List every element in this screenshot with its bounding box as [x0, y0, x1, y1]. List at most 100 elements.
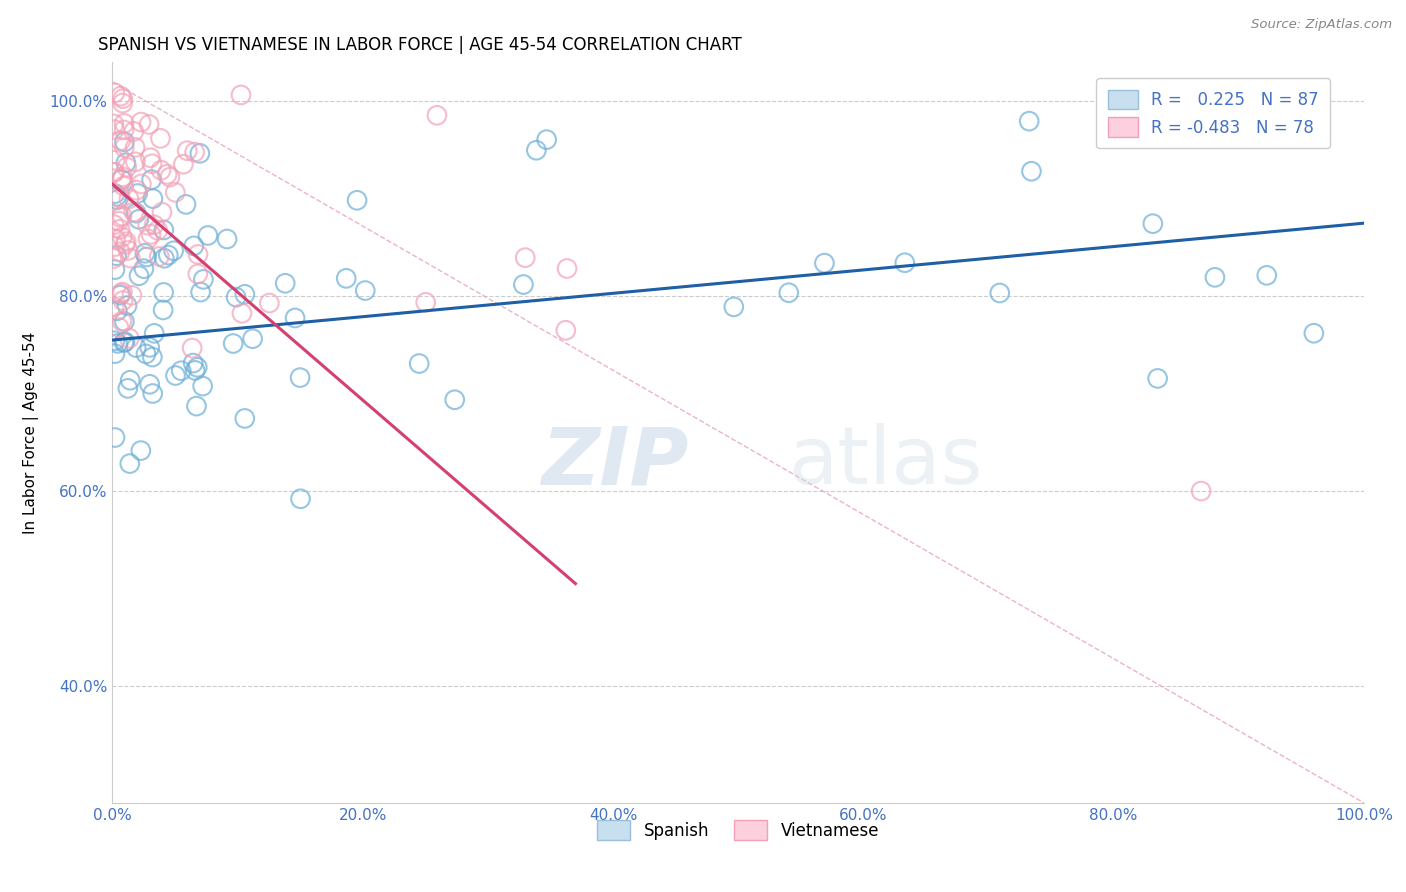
Point — [124, 154, 146, 169]
Point — [1204, 270, 1226, 285]
Point — [354, 284, 377, 298]
Point — [131, 177, 153, 191]
Point — [110, 134, 132, 148]
Point — [115, 155, 138, 169]
Y-axis label: In Labor Force | Age 45-54: In Labor Force | Age 45-54 — [22, 332, 38, 533]
Point — [111, 230, 134, 244]
Point — [165, 186, 187, 200]
Point — [112, 140, 135, 154]
Point — [554, 323, 576, 337]
Point — [112, 314, 135, 328]
Point — [111, 172, 134, 186]
Point — [1256, 268, 1278, 283]
Point — [187, 267, 209, 281]
Point — [120, 251, 142, 265]
Point — [105, 303, 128, 318]
Point — [162, 244, 184, 258]
Point — [138, 340, 160, 354]
Point — [112, 123, 135, 137]
Point — [148, 249, 170, 263]
Point — [1021, 164, 1043, 178]
Point — [127, 186, 149, 201]
Point — [149, 131, 172, 145]
Point — [104, 430, 127, 444]
Point — [103, 165, 125, 179]
Point — [103, 252, 125, 266]
Point — [110, 172, 132, 186]
Point — [426, 108, 449, 122]
Text: Source: ZipAtlas.com: Source: ZipAtlas.com — [1251, 18, 1392, 31]
Point — [115, 235, 138, 249]
Point — [111, 209, 134, 223]
Point — [108, 320, 131, 334]
Point — [125, 341, 148, 355]
Point — [988, 285, 1011, 300]
Point — [159, 170, 181, 185]
Point — [184, 363, 207, 377]
Point — [121, 288, 143, 302]
Point — [112, 179, 135, 194]
Point — [222, 336, 245, 351]
Point — [104, 262, 127, 277]
Point — [143, 326, 166, 341]
Point — [894, 256, 917, 270]
Point — [108, 244, 131, 259]
Point — [143, 218, 166, 232]
Point — [231, 306, 253, 320]
Point — [128, 268, 150, 283]
Point — [288, 370, 311, 384]
Point — [778, 285, 800, 300]
Point — [197, 228, 219, 243]
Point — [415, 295, 437, 310]
Point — [128, 212, 150, 227]
Point — [120, 373, 142, 387]
Point — [114, 237, 136, 252]
Point — [111, 96, 134, 111]
Point — [187, 247, 209, 261]
Point — [515, 251, 537, 265]
Point — [104, 86, 127, 100]
Point — [152, 302, 174, 317]
Point — [186, 360, 208, 375]
Point — [104, 334, 127, 348]
Point — [1146, 371, 1168, 385]
Point — [153, 252, 176, 266]
Point — [242, 332, 264, 346]
Point — [108, 211, 131, 225]
Point — [108, 222, 131, 236]
Point — [150, 163, 173, 178]
Point — [135, 250, 157, 264]
Point — [225, 290, 247, 304]
Point — [118, 331, 141, 345]
Point — [115, 160, 138, 174]
Point — [191, 379, 214, 393]
Point — [157, 248, 180, 262]
Point — [188, 146, 211, 161]
Point — [136, 218, 159, 232]
Point — [115, 299, 138, 313]
Point — [141, 350, 163, 364]
Point — [108, 214, 131, 228]
Point — [107, 336, 129, 351]
Point — [118, 457, 141, 471]
Point — [1302, 326, 1324, 341]
Point — [110, 288, 132, 302]
Point — [174, 197, 197, 211]
Point — [139, 227, 162, 242]
Point — [138, 377, 160, 392]
Text: ZIP: ZIP — [541, 423, 688, 501]
Point — [141, 172, 163, 186]
Point — [183, 145, 205, 160]
Point — [125, 183, 148, 197]
Point — [129, 443, 152, 458]
Point — [139, 151, 162, 165]
Point — [215, 232, 238, 246]
Point — [114, 334, 136, 349]
Point — [112, 116, 135, 130]
Point — [153, 223, 176, 237]
Point — [103, 218, 125, 232]
Point — [186, 399, 208, 413]
Point — [233, 287, 256, 301]
Point — [335, 271, 357, 285]
Point — [117, 244, 139, 258]
